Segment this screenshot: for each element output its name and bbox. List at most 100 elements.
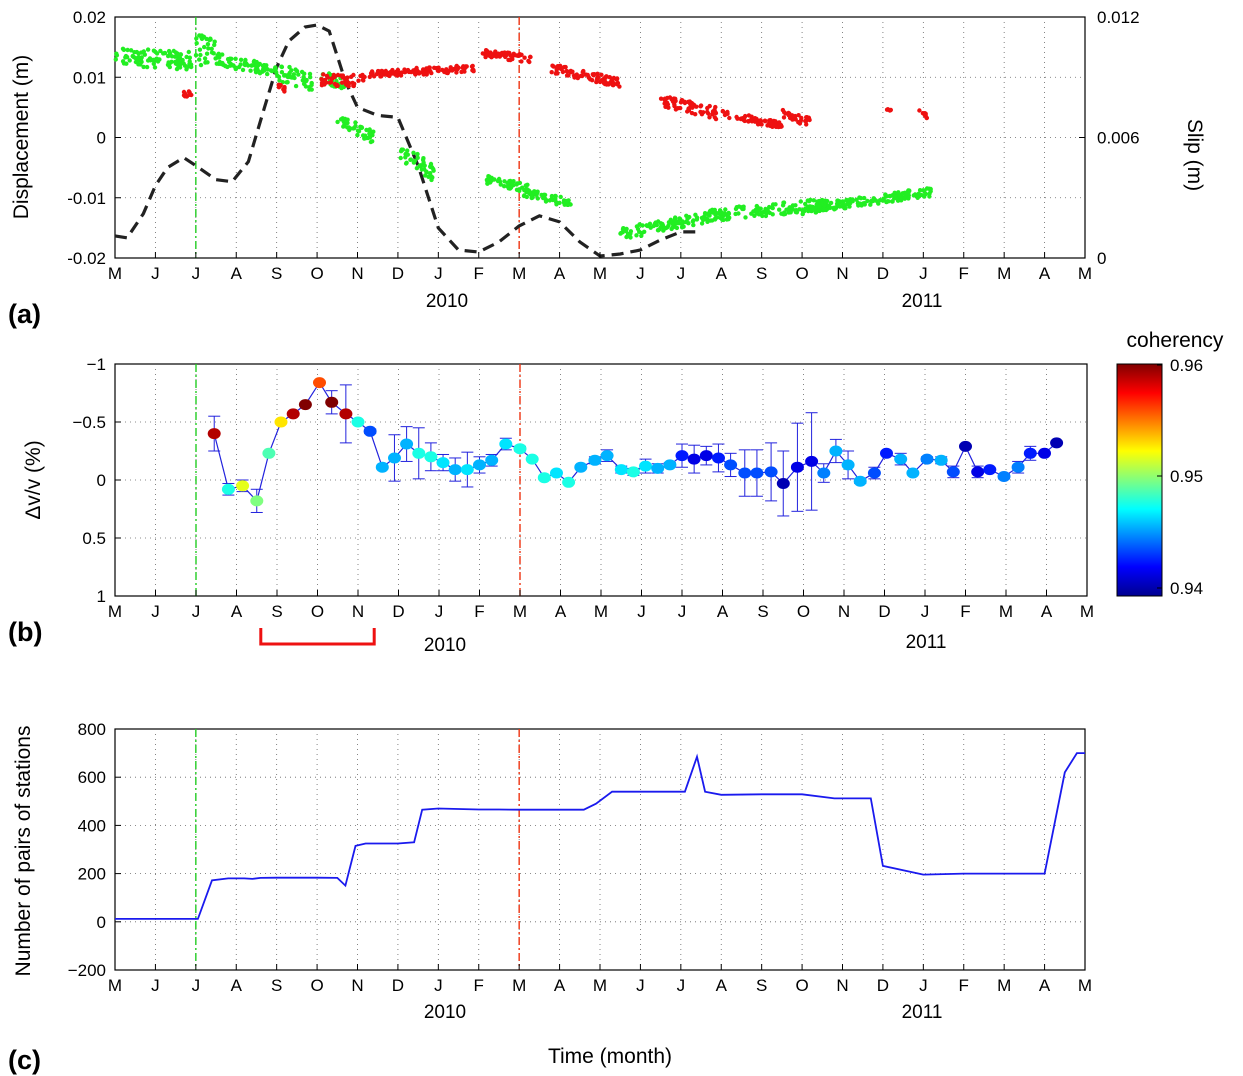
red-point (705, 109, 710, 115)
dvv-point (460, 464, 474, 476)
year-label-2010-a: 2010 (426, 291, 468, 312)
dvv-point (805, 455, 819, 467)
green-point (172, 54, 178, 59)
green-point (911, 193, 916, 198)
x-tick-label: M (594, 602, 608, 621)
x-tick-label: N (836, 976, 848, 995)
green-point (699, 215, 705, 221)
dvv-point (687, 453, 701, 465)
x-tick-label: A (1041, 602, 1053, 621)
red-point (568, 68, 573, 74)
red-point (777, 122, 782, 127)
green-point (167, 60, 173, 66)
green-point (704, 217, 710, 222)
green-point (184, 54, 189, 60)
red-point (924, 115, 929, 121)
green-point (723, 212, 728, 217)
x-tick-label: N (351, 264, 363, 283)
dvv-point (790, 461, 804, 473)
green-point (308, 75, 313, 80)
green-point (488, 177, 493, 182)
green-point (227, 59, 232, 65)
green-point (557, 200, 562, 205)
x-tick-label: D (878, 602, 890, 621)
dvv-point (250, 495, 264, 507)
red-point (686, 99, 691, 105)
dvv-point (473, 459, 486, 471)
red-point (680, 98, 685, 103)
green-point (145, 47, 151, 52)
green-point (553, 196, 558, 202)
green-point (198, 33, 203, 38)
dvv-point (880, 447, 893, 459)
green-point (141, 50, 146, 55)
x-tick-label: J (677, 976, 686, 995)
red-point (804, 122, 809, 127)
panel-label-b: (b) (8, 617, 42, 647)
red-point (749, 119, 755, 124)
station-pairs-line (115, 752, 1085, 920)
dvv-point (485, 454, 499, 466)
green-point (238, 57, 244, 62)
green-point (233, 56, 238, 61)
green-point (803, 201, 808, 207)
red-point (321, 72, 326, 77)
red-point (803, 118, 809, 124)
x-tick-label: N (838, 602, 850, 621)
y-tick-labels-a: 0.02 0.01 0 -0.01 -0.02 (67, 8, 121, 268)
dvv-point (274, 416, 288, 428)
y-tick-label: 0 (97, 913, 106, 932)
year-label-2011-c: 2011 (902, 1002, 943, 1023)
red-point (689, 110, 695, 116)
green-point (862, 195, 867, 201)
green-point (427, 171, 433, 176)
green-point (674, 221, 679, 226)
dvv-point (750, 467, 764, 479)
green-point (233, 66, 238, 72)
red-point (923, 111, 928, 116)
red-point (917, 108, 922, 113)
x-tick-label: J (192, 264, 201, 283)
dvv-point (600, 450, 614, 462)
green-point (884, 194, 889, 199)
green-point (403, 161, 409, 166)
red-point (557, 63, 563, 68)
year-label-2010-b: 2010 (424, 635, 466, 656)
y-tick-labels-b: −1 −0.5 0 0.5 1 (72, 355, 121, 606)
x-tick-label: J (636, 264, 645, 283)
red-point (491, 53, 496, 59)
red-point (351, 72, 356, 78)
green-point (133, 55, 138, 61)
panel-label-a: (a) (8, 299, 41, 329)
green-point (789, 206, 795, 212)
x-tick-label: N (352, 602, 364, 621)
y2-tick-label: 0.012 (1097, 8, 1140, 27)
green-point (806, 199, 812, 204)
dvv-point (313, 377, 326, 389)
red-point (454, 67, 459, 72)
green-point (662, 226, 667, 231)
green-point (817, 204, 822, 209)
x-tick-label: J (434, 976, 443, 995)
red-point (460, 65, 466, 70)
green-point (621, 226, 626, 231)
green-point (279, 64, 285, 70)
x-tick-label: M (513, 602, 527, 621)
red-point (470, 63, 475, 69)
dvv-point (738, 467, 752, 479)
dvv-point (207, 428, 221, 440)
green-point (825, 198, 830, 204)
red-point (387, 70, 392, 75)
dvv-point (513, 443, 527, 455)
red-point (526, 58, 531, 64)
red-point (580, 69, 585, 75)
green-point (371, 129, 376, 134)
green-point (355, 132, 360, 138)
green-point (733, 206, 739, 212)
dvv-point (699, 450, 713, 462)
green-point (542, 192, 548, 198)
x-tick-label: J (919, 976, 928, 995)
green-point (352, 125, 357, 131)
y2-tick-label: 0.006 (1097, 129, 1140, 148)
panel-a: 0.02 0.01 0 -0.01 -0.02 0.012 0.006 0 M J J A S O N D… (8, 8, 1206, 329)
